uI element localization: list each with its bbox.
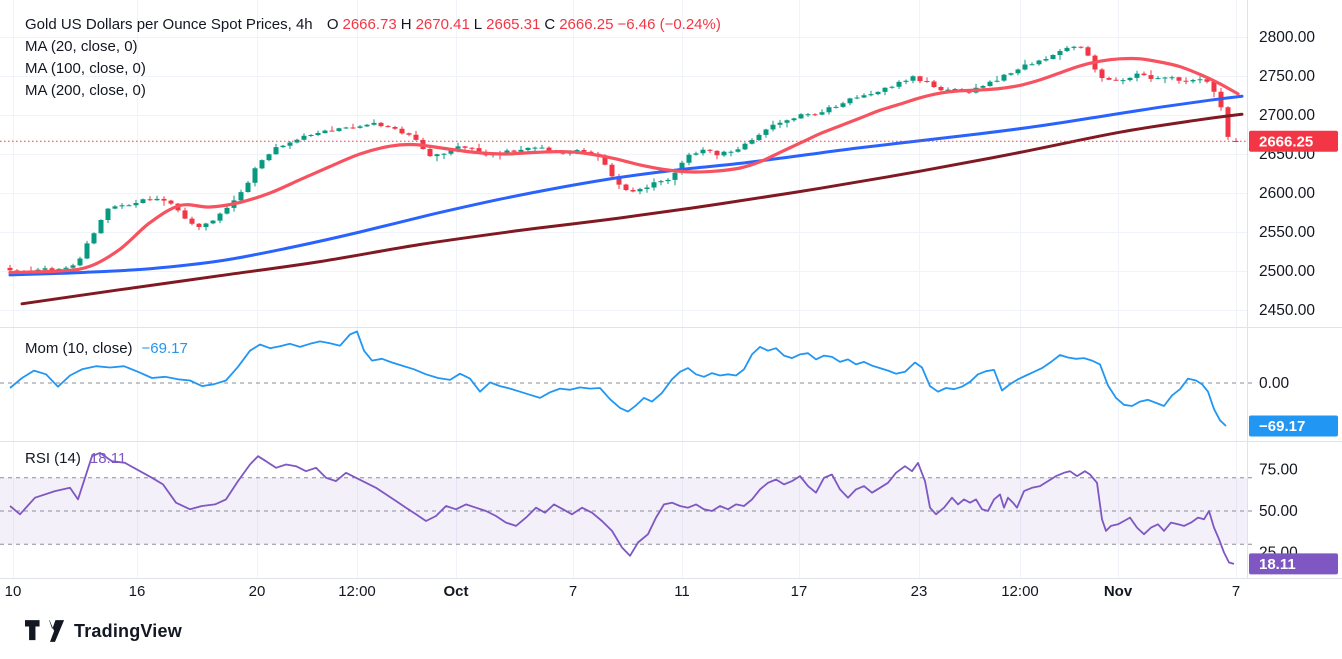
time-label: 10 <box>5 583 22 600</box>
time-label: 7 <box>569 583 577 600</box>
ma20-line <box>8 56 1240 275</box>
time-label: Oct <box>443 583 468 600</box>
svg-text:2800.00: 2800.00 <box>1259 29 1315 46</box>
up-candles <box>35 45 1203 276</box>
svg-text:50.00: 50.00 <box>1259 503 1298 520</box>
dashed-reference-lines <box>0 382 1253 545</box>
svg-text:2600.00: 2600.00 <box>1259 185 1315 202</box>
rsi-band <box>0 477 1247 545</box>
momentum-value-badge: −69.17 <box>1249 415 1338 437</box>
price-axis[interactable] <box>1247 0 1342 578</box>
svg-text:2700.00: 2700.00 <box>1259 107 1315 124</box>
time-label: 23 <box>911 583 928 600</box>
chart-canvas[interactable]: 2800.002750.002700.002650.002600.002550.… <box>0 0 1342 600</box>
svg-text:2500.00: 2500.00 <box>1259 263 1315 280</box>
time-label: 17 <box>791 583 808 600</box>
time-axis-labels: 10 16 20 12:00 Oct 7 11 17 23 12:00 Nov 7 <box>5 583 1241 600</box>
svg-text:0.00: 0.00 <box>1259 375 1290 392</box>
chart-area[interactable]: 2800.002750.002700.002650.002600.002550.… <box>0 0 1342 600</box>
momentum-axis-labels: 0.00 <box>1259 375 1290 392</box>
tradingview-logo-icon <box>25 620 65 642</box>
tradingview-logo-text: TradingView <box>74 620 182 641</box>
time-label: 11 <box>674 583 690 600</box>
svg-text:−69.17: −69.17 <box>1259 418 1305 435</box>
time-label: Nov <box>1104 583 1133 600</box>
ma100-line <box>8 94 1244 277</box>
pane-separators <box>0 0 1342 579</box>
time-axis[interactable] <box>0 578 1342 600</box>
time-label: 12:00 <box>1001 583 1039 600</box>
svg-text:18.11: 18.11 <box>1259 556 1296 573</box>
momentum-line <box>9 330 1227 427</box>
svg-text:2666.25: 2666.25 <box>1259 133 1313 150</box>
svg-text:2450.00: 2450.00 <box>1259 302 1315 319</box>
time-label: 12:00 <box>338 583 376 600</box>
last-price-badge: 2666.25 <box>1249 130 1338 152</box>
svg-text:75.00: 75.00 <box>1259 462 1298 479</box>
svg-text:2750.00: 2750.00 <box>1259 68 1315 85</box>
time-label: 7 <box>1232 583 1240 600</box>
svg-text:2550.00: 2550.00 <box>1259 224 1315 241</box>
time-label: 16 <box>129 583 146 600</box>
ma200-line <box>20 112 1244 306</box>
tradingview-logo[interactable]: TradingView <box>25 615 182 647</box>
rsi-line <box>9 452 1235 565</box>
time-label: 20 <box>249 583 266 600</box>
rsi-value-badge: 18.11 <box>1249 553 1338 575</box>
